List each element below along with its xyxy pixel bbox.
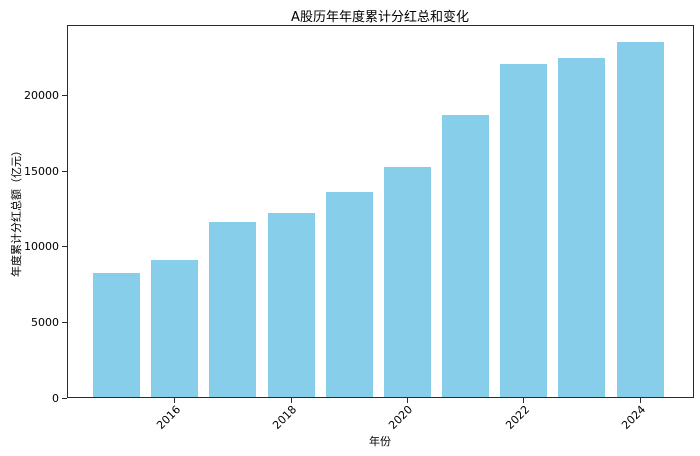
x-tick-mark [406, 398, 408, 403]
bar-2020 [383, 166, 431, 397]
bar-2015 [93, 272, 140, 397]
bar-2024 [616, 41, 664, 397]
chart-title: A股历年年度累计分红总和变化 [291, 10, 469, 25]
y-tick-mark [62, 397, 67, 399]
x-tick-mark [290, 398, 292, 403]
y-tick-label: 10000 [24, 240, 59, 254]
x-axis-label: 年份 [369, 435, 391, 448]
bar-2016 [151, 259, 199, 397]
bar-2019 [325, 191, 373, 397]
y-tick-mark [62, 246, 67, 248]
x-tick-mark [174, 398, 176, 403]
y-tick-label: 20000 [24, 88, 59, 102]
bar-2023 [558, 58, 606, 397]
y-tick-label: 5000 [31, 315, 59, 329]
y-tick-label: 15000 [24, 164, 59, 178]
bar-2018 [267, 212, 315, 397]
x-tick-mark [523, 398, 525, 403]
y-tick-mark [62, 94, 67, 96]
y-tick-mark [62, 170, 67, 172]
bar-2022 [500, 64, 548, 397]
x-tick-mark [639, 398, 641, 403]
plot-area [67, 25, 694, 398]
bar-2017 [209, 221, 257, 397]
y-tick-mark [62, 321, 67, 323]
bar-2021 [442, 114, 490, 397]
y-tick-label: 0 [52, 391, 59, 405]
